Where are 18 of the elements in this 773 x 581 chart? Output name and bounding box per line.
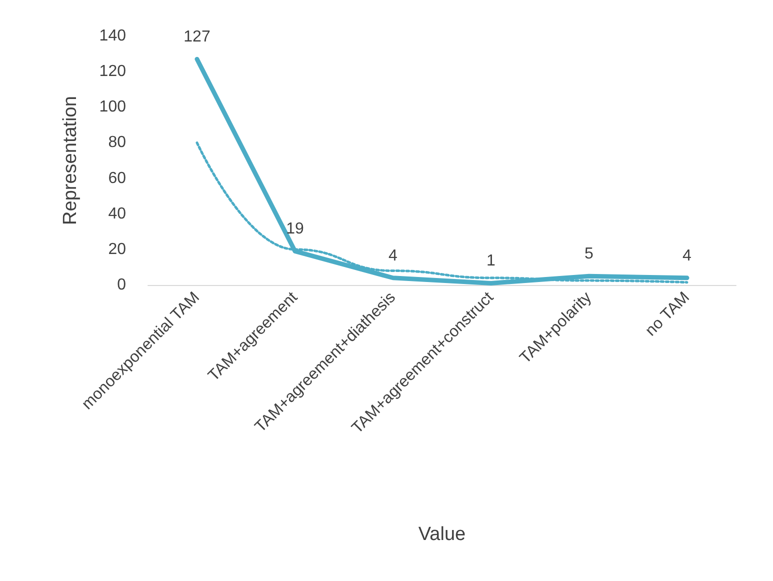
- y-tick-label: 60: [108, 170, 126, 187]
- data-label: 4: [388, 247, 398, 264]
- x-axis-title: Value: [418, 524, 466, 545]
- line-series: [194, 56, 690, 286]
- y-tick-label: 0: [117, 276, 126, 294]
- x-tick-label: no TAM: [642, 288, 694, 340]
- y-tick-label: 140: [99, 28, 126, 44]
- y-tick-label: 80: [108, 134, 126, 152]
- y-tick-label: 20: [108, 240, 126, 258]
- y-axis-title: Representation: [60, 96, 81, 225]
- data-label: 19: [286, 220, 304, 238]
- data-label: 5: [584, 246, 594, 263]
- y-tick-label: 120: [99, 63, 126, 80]
- y-tick-label: 100: [99, 98, 126, 116]
- data-label: 1: [486, 252, 496, 270]
- y-tick-label: 40: [108, 205, 126, 222]
- data-label: 4: [682, 247, 692, 264]
- data-label: 127: [184, 28, 210, 46]
